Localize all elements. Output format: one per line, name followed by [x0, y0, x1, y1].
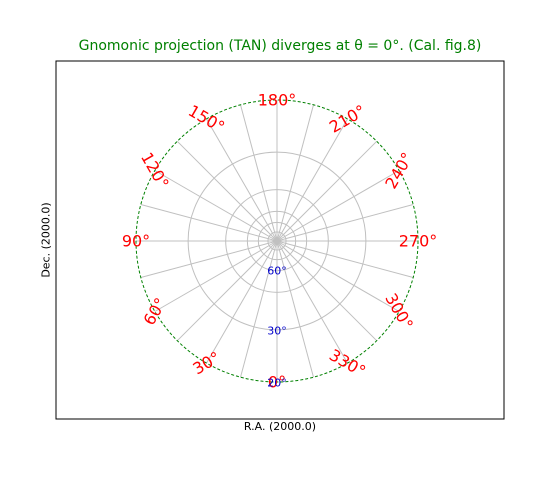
longitude-label-30: 30° [189, 348, 223, 379]
meridian-line-240 [276, 170, 400, 242]
longitude-label-180: 180° [258, 91, 297, 110]
y-axis-label: Dec. (2000.0) [39, 202, 53, 278]
meridian-line-300 [276, 240, 400, 312]
meridian-line-195 [276, 104, 314, 242]
meridian-line-330 [276, 240, 348, 364]
x-axis-label: R.A. (2000.0) [243, 420, 317, 433]
meridian-line-255 [276, 204, 414, 242]
meridian-line-150 [206, 118, 278, 242]
border-circle [135, 99, 419, 383]
meridian-line-315 [276, 240, 378, 342]
parallel-circle-60 [246, 210, 308, 272]
meridian-line-15 [240, 240, 278, 378]
chart-title: Gnomonic projection (TAN) diverges at θ … [78, 38, 482, 54]
parallel-circle-70 [257, 221, 297, 261]
longitude-label-150: 150° [185, 101, 228, 137]
latitude-label-60: 60° [267, 265, 287, 278]
longitude-label-300: 300° [381, 290, 417, 333]
meridian-line-210 [276, 118, 348, 242]
latitude-label-20: 20° [267, 377, 287, 390]
border-layer [135, 99, 419, 383]
longitude-label-240: 240° [381, 149, 417, 192]
meridian-line-120 [154, 170, 278, 242]
meridian-line-105 [140, 204, 278, 242]
meridian-line-225 [276, 140, 378, 242]
longitude-label-270: 270° [399, 232, 438, 251]
meridian-line-165 [240, 104, 278, 242]
parallel-circle-45 [225, 189, 329, 293]
longitude-label-330: 330° [326, 345, 369, 381]
plot-frame [55, 60, 505, 420]
longitude-label-60: 60° [140, 294, 171, 328]
longitude-label-90: 90° [122, 232, 150, 251]
longitude-label-210: 210° [326, 101, 369, 137]
meridian-line-345 [276, 240, 314, 378]
parallel-circle-30 [187, 151, 367, 331]
longitude-label-0: 0° [268, 373, 286, 392]
graticule [136, 100, 418, 382]
meridian-line-60 [154, 240, 278, 312]
meridian-line-285 [276, 240, 414, 278]
meridian-line-45 [176, 240, 278, 342]
meridian-line-135 [176, 140, 278, 242]
longitude-label-120: 120° [137, 149, 173, 192]
meridian-line-30 [206, 240, 278, 364]
meridian-line-75 [140, 240, 278, 278]
latitude-label-30: 30° [267, 325, 287, 338]
parallel-circle-80 [267, 231, 287, 251]
